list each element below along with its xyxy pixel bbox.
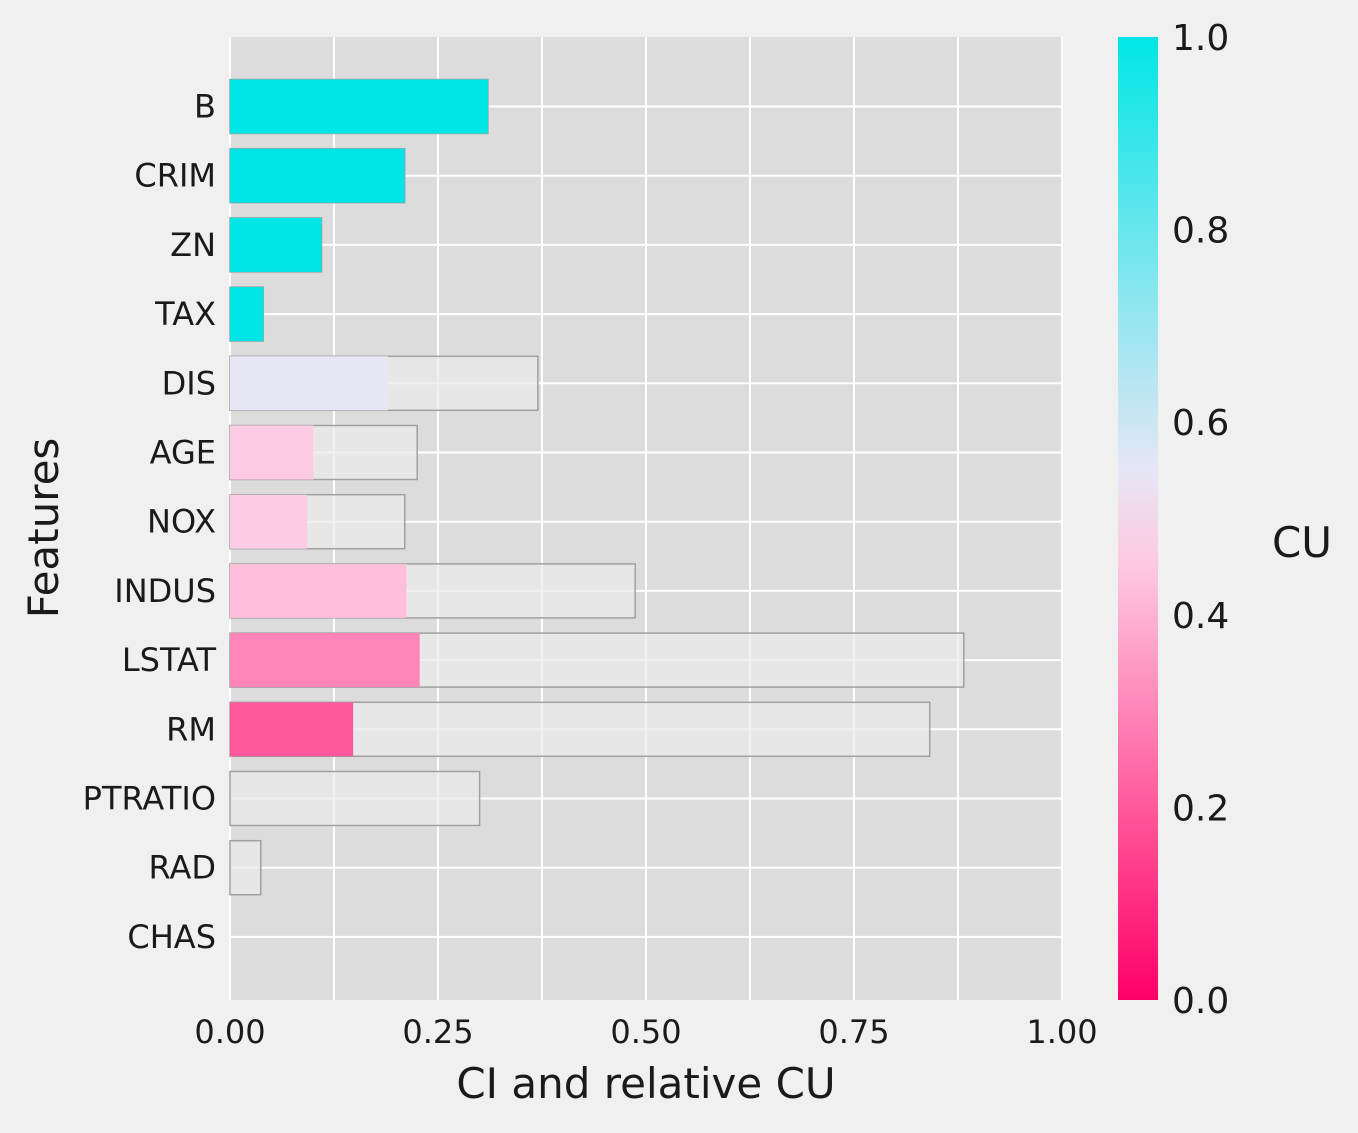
cu-bar-lstat [230, 633, 420, 688]
cu-bar-rm [230, 702, 354, 757]
feature-label-ptratio: PTRATIO [83, 780, 216, 818]
bars [229, 78, 965, 896]
x-tick-label: 1.00 [1026, 1013, 1097, 1051]
cu-bar-crim [230, 148, 405, 203]
feature-label-crim: CRIM [134, 157, 216, 195]
feature-label-b: B [194, 88, 216, 126]
feature-label-zn: ZN [170, 226, 216, 264]
cu-bar-indus [230, 563, 407, 618]
x-axis-title: CI and relative CU [456, 1059, 835, 1108]
feature-label-lstat: LSTAT [122, 641, 217, 679]
colorbar-tick-label: 0.8 [1172, 211, 1229, 252]
y-axis-title: Features [19, 438, 68, 619]
feature-label-tax: TAX [154, 295, 216, 333]
colorbar-label: CU [1272, 518, 1332, 567]
cu-bar-b [230, 79, 488, 134]
feature-label-age: AGE [150, 434, 216, 472]
x-tick-label: 0.00 [194, 1013, 265, 1051]
x-tick-label: 0.50 [610, 1013, 681, 1051]
colorbar-ticks: 0.0 0.2 0.4 0.6 0.8 1.0 [1172, 18, 1229, 1022]
feature-label-nox: NOX [147, 503, 216, 541]
colorbar-tick-label: 0.0 [1172, 981, 1229, 1022]
colorbar-tick-label: 0.6 [1172, 403, 1229, 444]
ci-bar-ptratio [229, 770, 481, 827]
colorbar-tick-label: 0.4 [1172, 596, 1229, 637]
x-tick-label: 0.25 [402, 1013, 473, 1051]
cu-bar-age [230, 425, 314, 480]
x-tick-label: 0.75 [818, 1013, 889, 1051]
colorbar [1118, 37, 1158, 1000]
feature-label-rad: RAD [149, 849, 216, 887]
ci-bar-rad [229, 839, 262, 896]
colorbar-tick-label: 0.2 [1172, 788, 1229, 829]
grid [229, 37, 1063, 1000]
feature-label-chas: CHAS [127, 918, 216, 956]
feature-label-dis: DIS [162, 364, 216, 402]
cu-bar-zn [230, 217, 322, 272]
axis-labels: B CRIM ZN TAX DIS AGE NOX INDUS LSTAT RM PTRATIO RA… [83, 88, 1098, 1052]
feature-label-rm: RM [166, 710, 216, 748]
feature-label-indus: INDUS [114, 572, 216, 610]
cu-bar-tax [230, 287, 264, 342]
cu-bar-dis [230, 356, 389, 411]
colorbar-tick-label: 1.0 [1172, 18, 1229, 59]
cu-bar-nox [230, 494, 308, 549]
